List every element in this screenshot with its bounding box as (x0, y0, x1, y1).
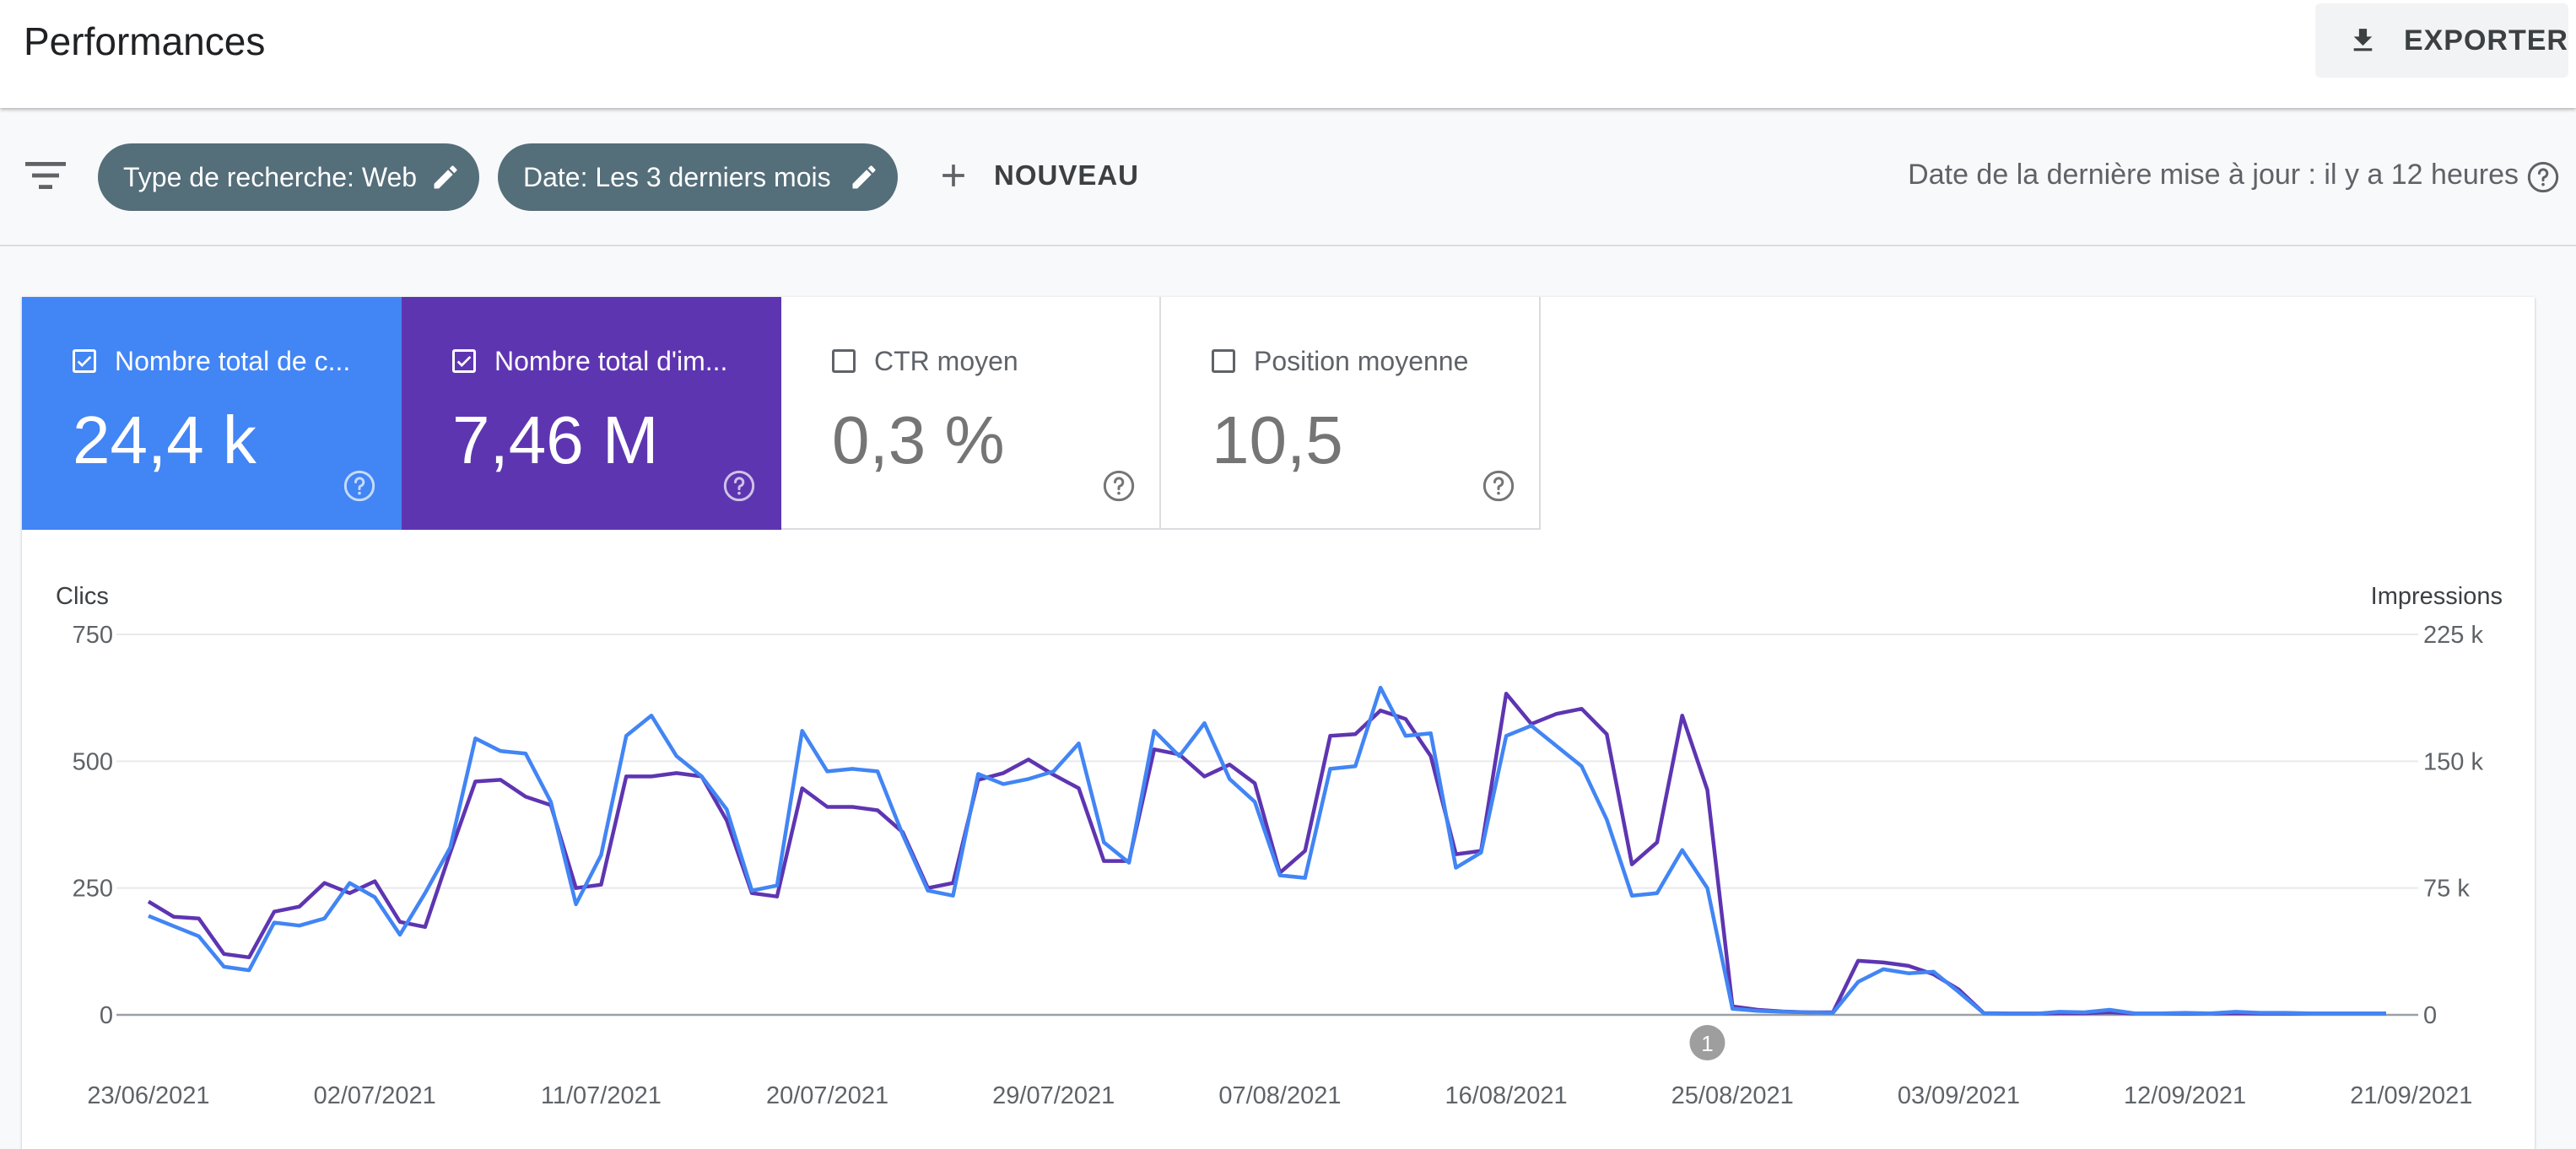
download-icon (2353, 29, 2373, 51)
metric-label: Nombre total d'im... (494, 346, 728, 376)
metric-value: 0,3 % (832, 402, 1005, 477)
check-icon (456, 355, 472, 367)
right-tick-label: 150 k (2423, 748, 2483, 775)
left-tick-label: 250 (73, 876, 113, 903)
chip-label: Type de recherche: Web (123, 161, 418, 192)
plus-icon (942, 165, 964, 186)
x-tick-label: 16/08/2021 (1445, 1082, 1568, 1109)
checkbox[interactable] (452, 349, 476, 373)
performance-panel: Nombre total de c... 24,4 k Nombre total… (22, 297, 2535, 1149)
x-tick-label: 20/07/2021 (766, 1082, 888, 1109)
annotation-marker (1689, 1025, 1725, 1060)
left-tick-label: 750 (73, 622, 113, 649)
metric-label: CTR moyen (874, 346, 1018, 376)
new-filter-button[interactable]: NOUVEAU (935, 157, 1139, 194)
help-icon[interactable] (1482, 469, 1515, 503)
metric-value: 7,46 M (452, 402, 659, 477)
edit-icon[interactable] (849, 162, 879, 192)
metric-card-ctr[interactable]: CTR moyen 0,3 % (781, 297, 1161, 530)
edit-icon[interactable] (430, 162, 461, 192)
checkbox[interactable] (73, 349, 96, 373)
metric-label: Nombre total de c... (115, 346, 351, 376)
x-tick-label: 11/07/2021 (541, 1082, 662, 1109)
metric-card-clicks[interactable]: Nombre total de c... 24,4 k (22, 297, 402, 530)
export-button[interactable]: EXPORTER (2315, 3, 2568, 78)
checkbox[interactable] (832, 349, 856, 373)
metric-value: 10,5 (1212, 402, 1343, 477)
right-tick-label: 225 k (2423, 622, 2483, 649)
chart-series (147, 685, 2386, 1017)
checkbox[interactable] (1212, 349, 1235, 373)
new-filter-label: NOUVEAU (994, 159, 1140, 191)
x-tick-label: 29/07/2021 (992, 1082, 1115, 1109)
filter-bar: Type de recherche: Web Date: Les 3 derni… (0, 110, 2576, 246)
filter-chip-date[interactable]: Date: Les 3 derniers mois (498, 143, 898, 211)
x-tick-label: 07/08/2021 (1218, 1082, 1341, 1109)
chip-label: Date: Les 3 derniers mois (523, 161, 831, 192)
left-tick-label: 0 (100, 1002, 113, 1029)
left-tick-label: 500 (73, 748, 113, 775)
x-tick-label: 21/09/2021 (2350, 1082, 2472, 1109)
metric-label: Position moyenne (1254, 346, 1469, 376)
metric-card-impressions[interactable]: Nombre total d'im... 7,46 M (402, 297, 781, 530)
chart-annotation[interactable]: 1 (1689, 1025, 1725, 1060)
last-update-text: Date de la dernière mise à jour : il y a… (1908, 159, 2519, 191)
left-axis-ticks: 0 250 500 750 (73, 622, 113, 1029)
left-axis-title: Clics (56, 583, 109, 610)
metric-card-position[interactable]: Position moyenne 10,5 (1161, 297, 1541, 530)
x-tick-label: 23/06/2021 (87, 1082, 209, 1109)
filter-chip-search-type[interactable]: Type de recherche: Web (98, 143, 479, 211)
x-tick-label: 03/09/2021 (1898, 1082, 2020, 1109)
help-icon[interactable] (722, 469, 756, 503)
x-axis-ticks: 23/06/2021 02/07/2021 11/07/2021 20/07/2021… (87, 1082, 2472, 1109)
annotation-label: 1 (1701, 1031, 1713, 1056)
x-tick-label: 02/07/2021 (314, 1082, 436, 1109)
check-icon (77, 355, 92, 367)
right-axis-ticks: 0 75 k 150 k 225 k (2423, 622, 2483, 1029)
x-tick-label: 12/09/2021 (2124, 1082, 2246, 1109)
page-header: Performances EXPORTER (0, 0, 2576, 108)
performance-chart[interactable]: Clics Impressions 0 250 500 750 0 75 k 150 k 2… (22, 297, 2535, 1149)
metric-value: 24,4 k (73, 402, 257, 477)
filter-icon[interactable] (25, 160, 66, 191)
x-tick-label: 25/08/2021 (1671, 1082, 1794, 1109)
help-icon[interactable] (2526, 160, 2560, 194)
series-line-clics (148, 685, 2386, 1017)
right-axis-title: Impressions (2371, 583, 2503, 610)
export-label: EXPORTER (2403, 24, 2568, 57)
right-tick-label: 75 k (2423, 876, 2470, 903)
page-title: Performances (24, 19, 266, 63)
help-icon[interactable] (1102, 469, 1136, 503)
right-tick-label: 0 (2423, 1002, 2437, 1029)
help-icon[interactable] (343, 469, 376, 503)
